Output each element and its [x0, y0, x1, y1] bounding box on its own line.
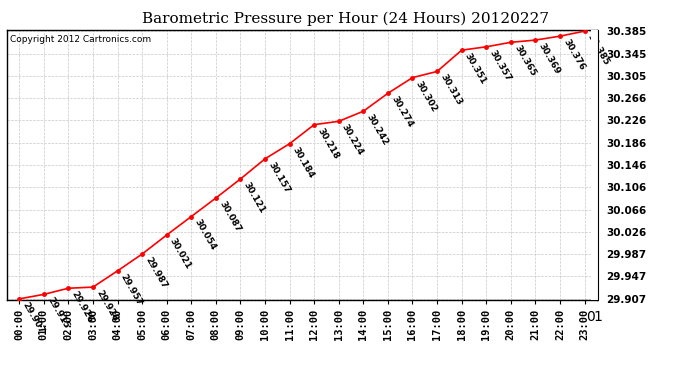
Text: 30.218: 30.218: [315, 126, 341, 160]
Text: 29.957: 29.957: [119, 272, 144, 307]
Text: 30.365: 30.365: [512, 44, 538, 78]
Text: 30.274: 30.274: [389, 95, 415, 129]
Text: Copyright 2012 Cartronics.com: Copyright 2012 Cartronics.com: [10, 35, 151, 44]
Text: 29.915: 29.915: [45, 296, 70, 330]
Text: 30.376: 30.376: [562, 38, 586, 72]
Text: 30.313: 30.313: [438, 73, 464, 107]
Text: 30.184: 30.184: [291, 145, 316, 180]
Text: 29.987: 29.987: [144, 255, 169, 290]
Text: 30.385: 30.385: [586, 33, 611, 67]
Text: 30.242: 30.242: [365, 112, 390, 147]
Text: 30.121: 30.121: [241, 180, 267, 215]
Text: 30.224: 30.224: [340, 123, 365, 157]
Text: 30.357: 30.357: [488, 48, 513, 82]
Text: 30.021: 30.021: [168, 236, 193, 271]
Text: 30.369: 30.369: [537, 42, 562, 76]
Text: 30.351: 30.351: [463, 51, 488, 86]
Text: 30.157: 30.157: [266, 160, 291, 195]
Text: Barometric Pressure per Hour (24 Hours) 20120227: Barometric Pressure per Hour (24 Hours) …: [141, 11, 549, 26]
Text: 30.302: 30.302: [414, 79, 439, 113]
Text: 29.907: 29.907: [21, 300, 46, 335]
Text: 30.054: 30.054: [193, 218, 217, 252]
Text: 29.926: 29.926: [70, 290, 95, 324]
Text: 29.928: 29.928: [95, 288, 119, 323]
Text: 30.087: 30.087: [217, 200, 242, 234]
